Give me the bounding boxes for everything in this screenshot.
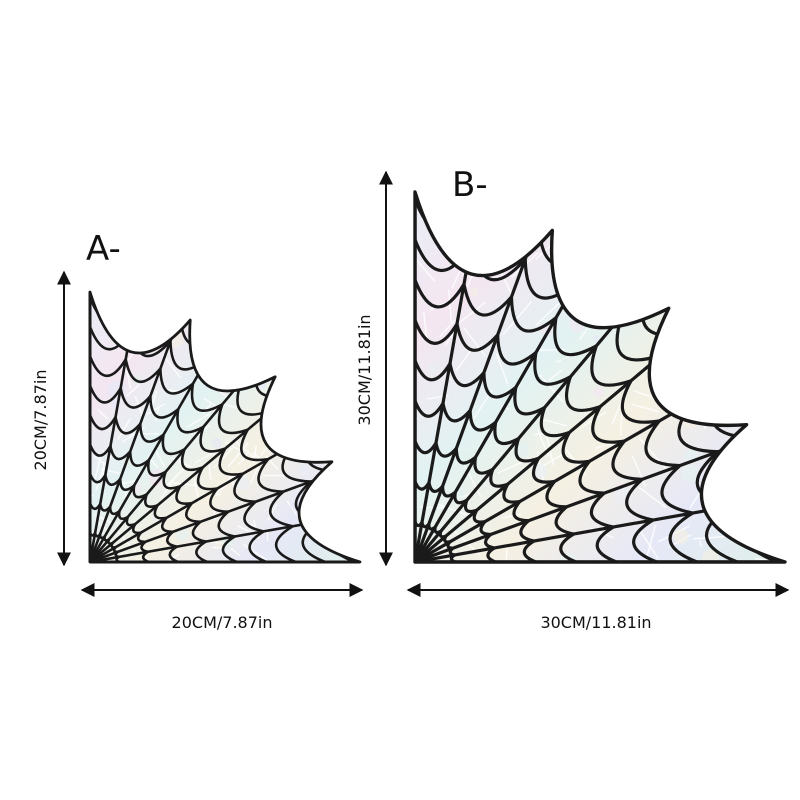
variant-b-label: B-: [452, 165, 488, 205]
variant-b: B- 30CM/11.81in 30CM/11.81in: [355, 165, 790, 632]
width-label-b: 30CM/11.81in: [540, 613, 651, 632]
height-label-b: 30CM/11.81in: [355, 314, 374, 425]
variant-a: A- 20CM/7.87in 20CM/7.87in: [31, 229, 364, 632]
spider-web-b-icon: [413, 190, 787, 564]
spider-web-a-icon: [88, 290, 362, 564]
variant-a-label: A-: [86, 229, 121, 269]
height-label-a: 20CM/7.87in: [31, 370, 50, 471]
width-label-a: 20CM/7.87in: [172, 613, 273, 632]
